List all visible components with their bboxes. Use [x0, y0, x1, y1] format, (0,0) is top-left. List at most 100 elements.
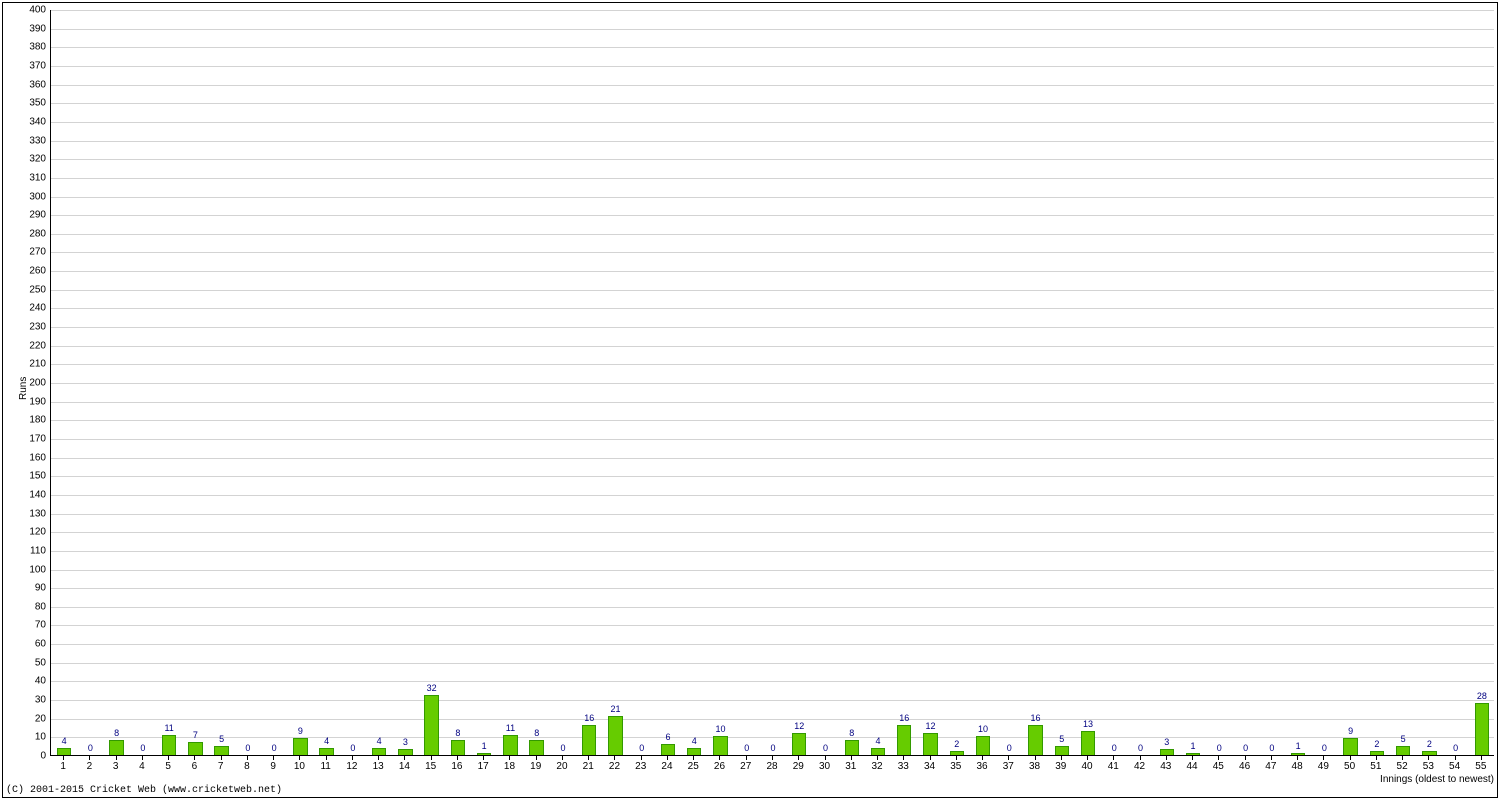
bar-value-label: 0	[1322, 743, 1327, 753]
y-tick-label: 240	[0, 303, 46, 314]
x-tick-label: 39	[1055, 761, 1066, 772]
gridline	[51, 532, 1494, 533]
bar	[1343, 738, 1357, 755]
x-tick-mark	[326, 756, 327, 760]
bar-value-label: 1	[1191, 741, 1196, 751]
bar	[582, 725, 596, 755]
bar-value-label: 9	[298, 726, 303, 736]
bar-value-label: 4	[692, 736, 697, 746]
y-tick-label: 130	[0, 508, 46, 519]
y-tick-label: 320	[0, 154, 46, 165]
x-tick-mark	[536, 756, 537, 760]
bar-value-label: 9	[1348, 726, 1353, 736]
gridline	[51, 607, 1494, 608]
y-tick-label: 160	[0, 452, 46, 463]
bar	[1028, 725, 1042, 755]
x-tick-label: 28	[766, 761, 777, 772]
x-tick-label: 47	[1265, 761, 1276, 772]
y-tick-label: 300	[0, 191, 46, 202]
bar-value-label: 6	[665, 732, 670, 742]
y-tick-label: 350	[0, 98, 46, 109]
x-tick-label: 3	[113, 761, 119, 772]
bar-value-label: 12	[926, 721, 936, 731]
bar	[162, 735, 176, 756]
bar	[1186, 753, 1200, 755]
x-tick-label: 8	[244, 761, 250, 772]
gridline	[51, 737, 1494, 738]
x-tick-mark	[1428, 756, 1429, 760]
x-tick-label: 34	[924, 761, 935, 772]
gridline	[51, 476, 1494, 477]
gridline	[51, 290, 1494, 291]
x-tick-label: 21	[583, 761, 594, 772]
x-tick-label: 26	[714, 761, 725, 772]
x-tick-label: 35	[950, 761, 961, 772]
gridline	[51, 663, 1494, 664]
bar	[1291, 753, 1305, 755]
bar	[661, 744, 675, 755]
x-tick-label: 50	[1344, 761, 1355, 772]
bar-value-label: 16	[1031, 713, 1041, 723]
y-tick-label: 150	[0, 471, 46, 482]
x-tick-mark	[719, 756, 720, 760]
bar-value-label: 21	[610, 704, 620, 714]
bar-value-label: 1	[1296, 741, 1301, 751]
bar	[398, 749, 412, 755]
bar-value-label: 5	[219, 734, 224, 744]
x-tick-mark	[509, 756, 510, 760]
bar-value-label: 12	[794, 721, 804, 731]
x-tick-label: 41	[1108, 761, 1119, 772]
gridline	[51, 47, 1494, 48]
y-tick-label: 190	[0, 396, 46, 407]
x-tick-label: 6	[192, 761, 198, 772]
bar-value-label: 0	[1138, 743, 1143, 753]
x-tick-mark	[483, 756, 484, 760]
x-tick-label: 13	[373, 761, 384, 772]
x-tick-mark	[1140, 756, 1141, 760]
bar-value-label: 8	[455, 728, 460, 738]
x-tick-mark	[772, 756, 773, 760]
gridline	[51, 346, 1494, 347]
gridline	[51, 197, 1494, 198]
y-tick-label: 10	[0, 732, 46, 743]
y-tick-label: 90	[0, 583, 46, 594]
x-tick-label: 14	[399, 761, 410, 772]
y-tick-label: 400	[0, 5, 46, 16]
x-tick-mark	[614, 756, 615, 760]
bar-value-label: 13	[1083, 719, 1093, 729]
bar-value-label: 10	[715, 724, 725, 734]
y-tick-label: 140	[0, 489, 46, 500]
bar-value-label: 0	[245, 743, 250, 753]
y-tick-label: 310	[0, 172, 46, 183]
y-tick-label: 170	[0, 433, 46, 444]
y-tick-label: 260	[0, 266, 46, 277]
bar-value-label: 5	[1059, 734, 1064, 744]
bar-value-label: 2	[954, 739, 959, 749]
gridline	[51, 29, 1494, 30]
y-tick-label: 120	[0, 527, 46, 538]
bar	[1081, 731, 1095, 755]
x-tick-label: 29	[793, 761, 804, 772]
y-tick-label: 340	[0, 116, 46, 127]
x-tick-mark	[562, 756, 563, 760]
x-tick-mark	[1035, 756, 1036, 760]
x-tick-mark	[1113, 756, 1114, 760]
x-tick-mark	[168, 756, 169, 760]
x-tick-mark	[1297, 756, 1298, 760]
x-tick-mark	[1218, 756, 1219, 760]
x-tick-mark	[1376, 756, 1377, 760]
x-tick-mark	[352, 756, 353, 760]
bar-value-label: 0	[770, 743, 775, 753]
gridline	[51, 719, 1494, 720]
bar	[319, 748, 333, 755]
x-tick-label: 10	[294, 761, 305, 772]
x-tick-mark	[956, 756, 957, 760]
chart-container: 4080117500940433281118016210641000120841…	[0, 0, 1500, 800]
bar	[503, 735, 517, 756]
x-tick-mark	[851, 756, 852, 760]
bar-value-label: 0	[560, 743, 565, 753]
x-tick-label: 17	[478, 761, 489, 772]
x-tick-mark	[378, 756, 379, 760]
x-tick-label: 4	[139, 761, 145, 772]
bar-value-label: 8	[849, 728, 854, 738]
